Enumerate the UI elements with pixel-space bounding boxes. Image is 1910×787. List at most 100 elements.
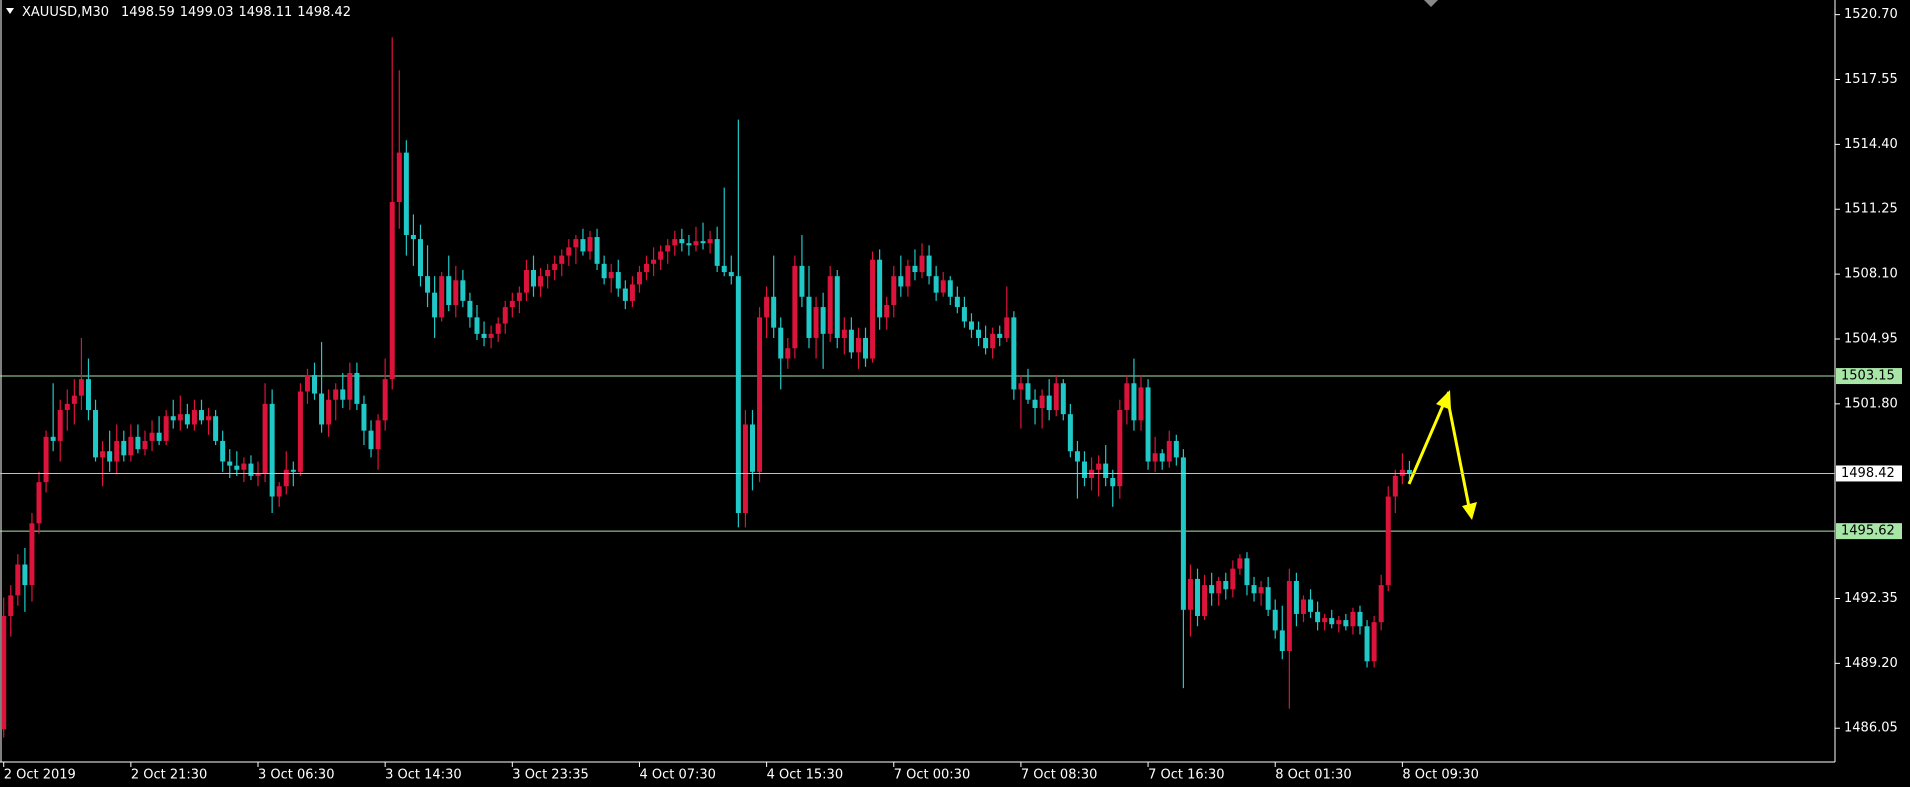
candle-body bbox=[785, 348, 791, 359]
candle-body bbox=[439, 276, 445, 318]
candle-body bbox=[1081, 461, 1087, 479]
candle-body bbox=[121, 440, 127, 456]
shift-marker bbox=[1424, 0, 1438, 7]
candle-body bbox=[64, 403, 70, 411]
candle-body bbox=[1286, 580, 1292, 651]
candle-body bbox=[1053, 383, 1059, 411]
candle-body bbox=[912, 265, 918, 273]
candle-body bbox=[636, 272, 642, 285]
x-tick-label: 2 Oct 2019 bbox=[4, 768, 76, 783]
x-tick-label: 3 Oct 06:30 bbox=[258, 768, 334, 783]
candle-body bbox=[672, 239, 678, 246]
candle-body bbox=[1343, 620, 1349, 627]
candle-body bbox=[983, 337, 989, 349]
candle-body bbox=[269, 403, 275, 497]
candle-body bbox=[644, 263, 650, 273]
y-tick-label: 1486.05 bbox=[1844, 721, 1898, 736]
y-tick-label: 1520.70 bbox=[1844, 7, 1898, 22]
candle-body bbox=[128, 436, 134, 456]
candle-body bbox=[85, 379, 91, 411]
x-tick-label: 7 Oct 08:30 bbox=[1021, 768, 1097, 783]
candle-body bbox=[1378, 585, 1384, 623]
candle-body bbox=[135, 436, 141, 450]
candle-body bbox=[1, 615, 7, 730]
candle-body bbox=[333, 389, 339, 400]
candle-body bbox=[1392, 475, 1398, 497]
candle-body bbox=[933, 276, 939, 293]
x-tick-label: 4 Oct 15:30 bbox=[767, 768, 843, 783]
price-label-box bbox=[1836, 465, 1902, 482]
candle-body bbox=[198, 410, 204, 421]
candle-body bbox=[57, 410, 63, 441]
candle-body bbox=[142, 440, 148, 450]
candle-body bbox=[594, 237, 600, 264]
candle-body bbox=[1202, 585, 1208, 616]
candle-body bbox=[1018, 383, 1024, 390]
candle-body bbox=[255, 473, 261, 476]
candle-body bbox=[1011, 317, 1017, 390]
open: 1498.59 bbox=[121, 5, 175, 20]
price-label-box bbox=[1836, 368, 1902, 385]
candle-body bbox=[968, 321, 974, 330]
candle-body bbox=[170, 416, 176, 421]
candle-body bbox=[467, 300, 473, 318]
candle-body bbox=[1279, 630, 1285, 651]
candle-body bbox=[1251, 585, 1257, 594]
candle-body bbox=[834, 276, 840, 338]
candle-body bbox=[368, 430, 374, 450]
candle-body bbox=[163, 416, 169, 441]
arrow-head bbox=[1436, 390, 1451, 410]
y-tick-label: 1489.20 bbox=[1844, 656, 1898, 671]
candle-body bbox=[1265, 587, 1271, 610]
candle-body bbox=[679, 239, 685, 244]
candle-body bbox=[686, 243, 692, 246]
candle-body bbox=[213, 416, 219, 441]
candle-body bbox=[1371, 622, 1377, 662]
candle-body bbox=[1308, 599, 1314, 612]
candle-body bbox=[1357, 611, 1363, 627]
candle-body bbox=[573, 239, 579, 248]
candle-body bbox=[191, 410, 197, 425]
candle-body bbox=[905, 265, 911, 287]
high: 1499.03 bbox=[180, 5, 234, 20]
candle-body bbox=[1230, 568, 1236, 590]
x-tick-label: 3 Oct 14:30 bbox=[385, 768, 461, 783]
candle-body bbox=[1315, 611, 1321, 623]
candle-body bbox=[1399, 469, 1405, 476]
candle-body bbox=[297, 391, 303, 472]
candle-body bbox=[1187, 578, 1193, 610]
candle-body bbox=[954, 296, 960, 308]
candle-body bbox=[658, 251, 664, 260]
candle-body bbox=[848, 329, 854, 353]
candle-body bbox=[410, 234, 416, 240]
candle-body bbox=[1406, 469, 1412, 474]
candle-body bbox=[184, 414, 190, 425]
candle-body bbox=[538, 276, 544, 287]
candle-body bbox=[1039, 395, 1045, 408]
x-tick-label: 2 Oct 21:30 bbox=[131, 768, 207, 783]
candle-body bbox=[474, 317, 480, 334]
candle-body bbox=[1180, 457, 1186, 610]
candle-body bbox=[1096, 463, 1102, 470]
candle-body bbox=[403, 152, 409, 235]
candle-body bbox=[1124, 383, 1130, 411]
candle-body bbox=[1152, 453, 1158, 462]
candle-body bbox=[742, 424, 748, 514]
candle-body bbox=[1322, 618, 1328, 623]
arrow-head bbox=[1462, 502, 1477, 520]
candle-body bbox=[495, 323, 501, 334]
x-tick-label: 3 Oct 23:35 bbox=[512, 768, 588, 783]
candle-body bbox=[855, 337, 861, 353]
candle-body bbox=[382, 379, 388, 421]
candle-body bbox=[651, 259, 657, 264]
y-tick-label: 1501.80 bbox=[1844, 396, 1898, 411]
candle-body bbox=[1110, 478, 1116, 487]
candle-body bbox=[1004, 317, 1010, 338]
candle-body bbox=[700, 241, 706, 244]
candle-body bbox=[990, 333, 996, 349]
candle-body bbox=[389, 202, 395, 380]
x-tick-label: 8 Oct 09:30 bbox=[1402, 768, 1478, 783]
candle-body bbox=[227, 461, 233, 466]
candle-body bbox=[580, 239, 586, 252]
